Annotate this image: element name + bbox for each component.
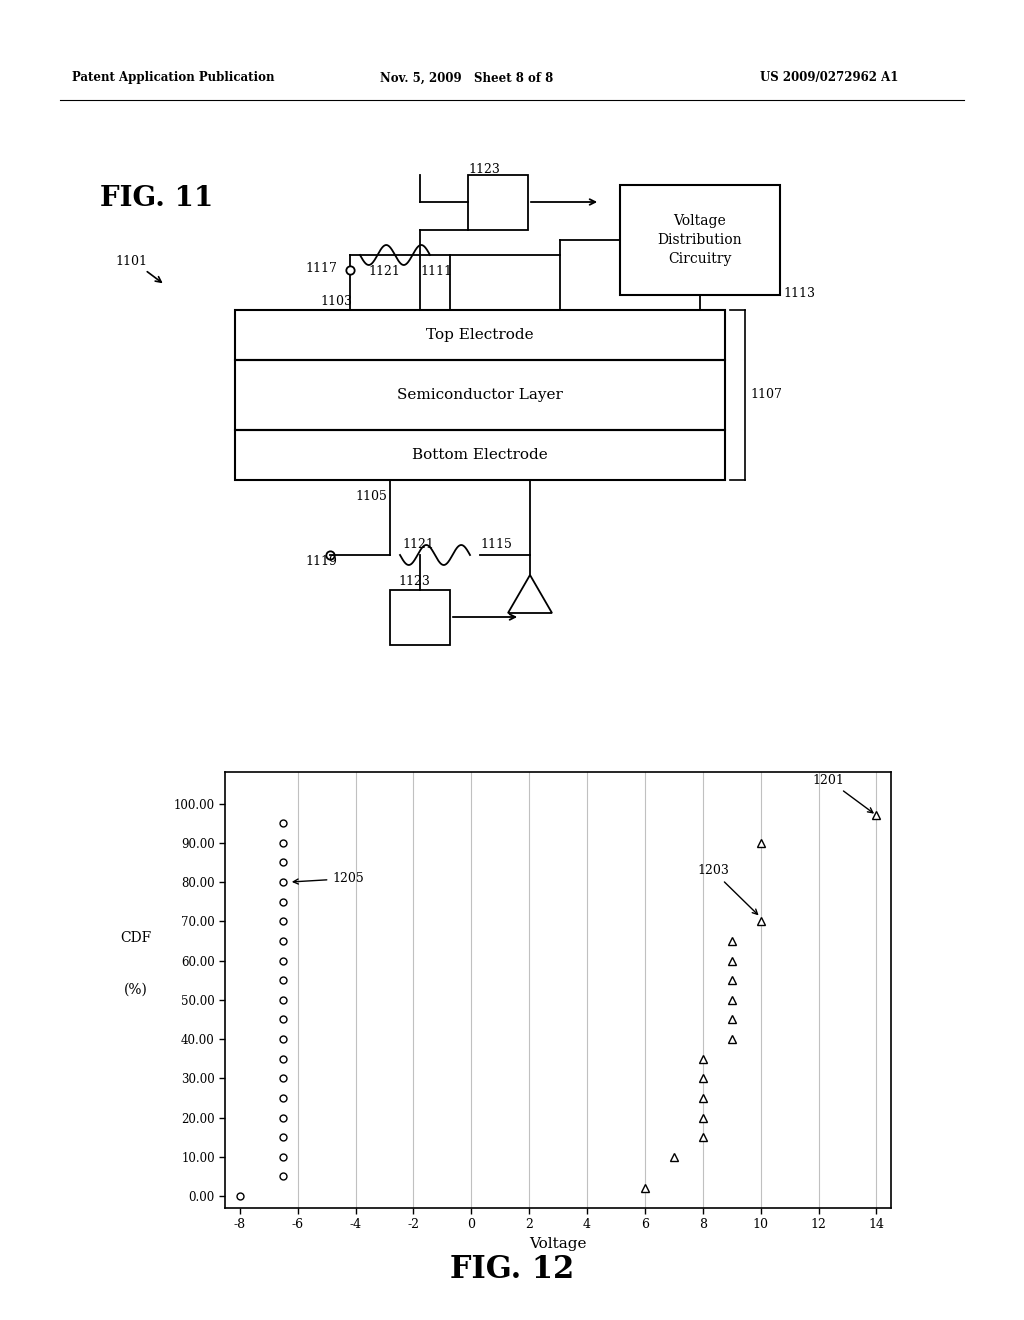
Bar xyxy=(390,590,450,645)
Text: US 2009/0272962 A1: US 2009/0272962 A1 xyxy=(760,71,898,84)
Text: 1105: 1105 xyxy=(355,490,387,503)
Text: Top Electrode: Top Electrode xyxy=(426,327,534,342)
Text: 1101: 1101 xyxy=(115,255,147,268)
Text: 1117: 1117 xyxy=(305,261,337,275)
Bar xyxy=(234,360,725,430)
Text: 1115: 1115 xyxy=(480,539,512,550)
Text: Bottom Electrode: Bottom Electrode xyxy=(412,447,548,462)
Text: 1113: 1113 xyxy=(783,286,815,300)
Bar xyxy=(620,185,780,294)
Text: 1123: 1123 xyxy=(468,162,500,176)
Text: 1123: 1123 xyxy=(398,576,430,587)
Text: 1121: 1121 xyxy=(368,265,400,279)
Text: CDF: CDF xyxy=(120,931,152,945)
Text: Semiconductor Layer: Semiconductor Layer xyxy=(397,388,563,403)
X-axis label: Voltage: Voltage xyxy=(529,1237,587,1251)
Bar xyxy=(468,176,528,230)
Bar xyxy=(234,430,725,480)
Text: 1205: 1205 xyxy=(293,873,365,886)
Text: 1201: 1201 xyxy=(813,774,872,813)
Text: 1121: 1121 xyxy=(402,539,434,550)
Text: 1107: 1107 xyxy=(750,388,782,401)
Bar xyxy=(234,310,725,360)
Text: FIG. 11: FIG. 11 xyxy=(100,185,213,213)
Text: Patent Application Publication: Patent Application Publication xyxy=(72,71,274,84)
Text: FIG. 12: FIG. 12 xyxy=(450,1254,574,1286)
Text: 1203: 1203 xyxy=(697,865,758,915)
Text: 1119: 1119 xyxy=(305,554,337,568)
Text: Nov. 5, 2009   Sheet 8 of 8: Nov. 5, 2009 Sheet 8 of 8 xyxy=(380,71,553,84)
Text: (%): (%) xyxy=(124,983,147,997)
Text: 1103: 1103 xyxy=(319,294,352,308)
Text: Voltage
Distribution
Circuitry: Voltage Distribution Circuitry xyxy=(657,214,742,267)
Text: 1111: 1111 xyxy=(420,265,452,279)
